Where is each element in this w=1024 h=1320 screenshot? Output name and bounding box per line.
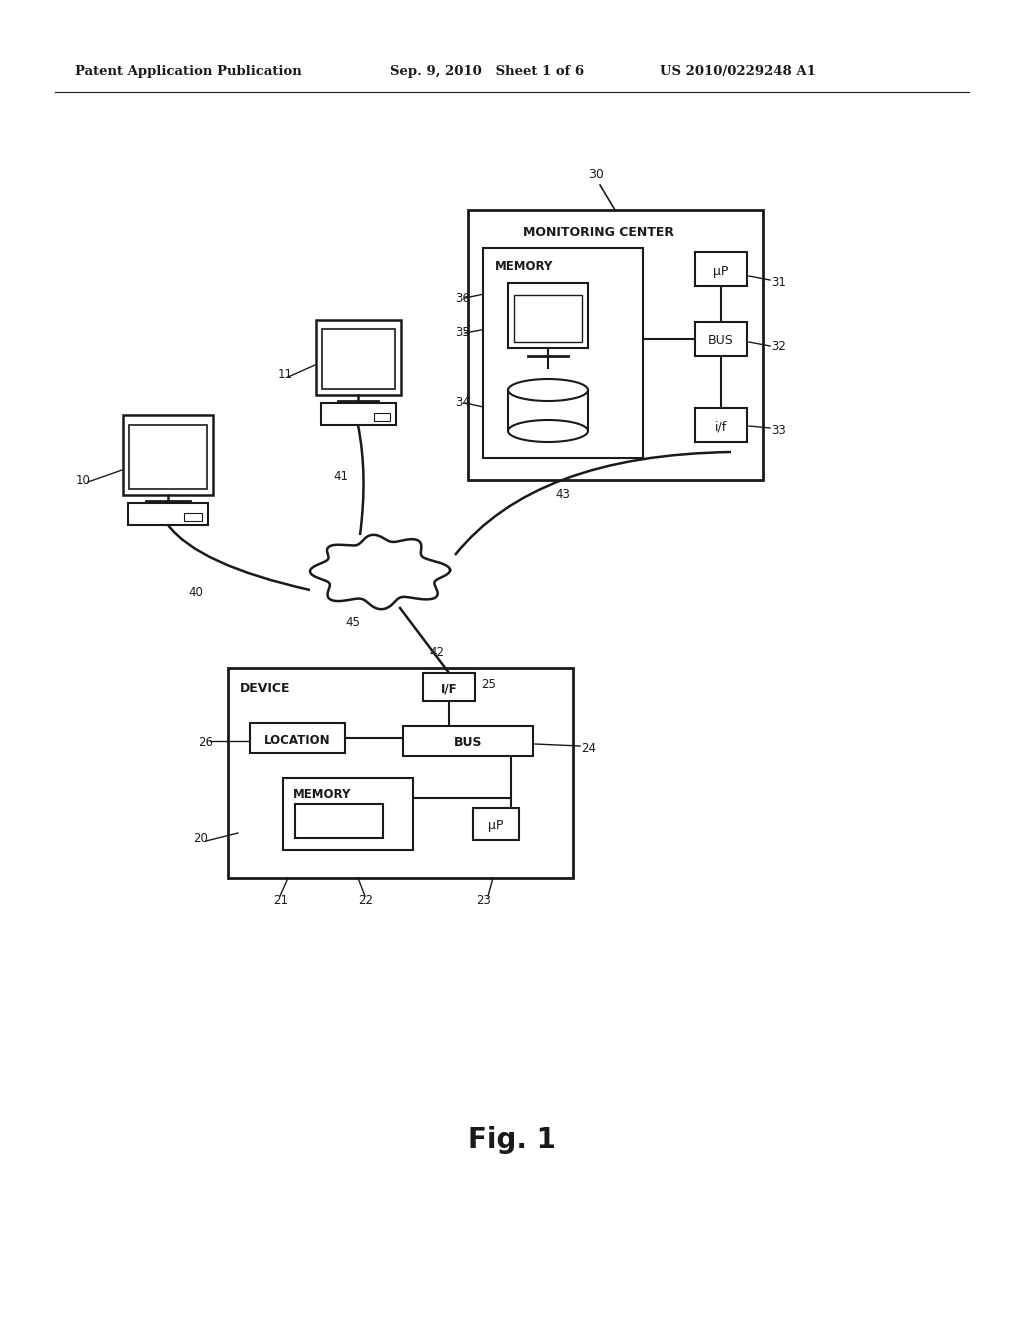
Text: 21: 21: [273, 894, 288, 907]
Text: 34: 34: [455, 396, 470, 409]
Text: AGENT: AGENT: [315, 817, 362, 829]
Text: 10: 10: [76, 474, 91, 487]
Bar: [468, 210, 763, 480]
Ellipse shape: [508, 379, 588, 401]
Text: 30: 30: [588, 169, 604, 181]
Bar: [423, 673, 475, 701]
Bar: [250, 723, 345, 752]
Text: I/F: I/F: [440, 682, 458, 696]
Text: 36: 36: [455, 292, 470, 305]
Text: 41: 41: [333, 470, 348, 483]
Bar: [483, 248, 643, 458]
Bar: [129, 425, 207, 488]
Bar: [283, 777, 413, 850]
Text: Fig. 1: Fig. 1: [468, 1126, 556, 1154]
Bar: [695, 322, 746, 356]
Bar: [514, 294, 582, 342]
Bar: [374, 413, 390, 421]
Text: 22: 22: [358, 894, 373, 907]
Text: 31: 31: [771, 276, 785, 289]
Bar: [123, 414, 213, 495]
Text: BUS: BUS: [709, 334, 734, 347]
Text: μP: μP: [488, 820, 504, 833]
Text: DEVICE: DEVICE: [240, 681, 291, 694]
Text: 43: 43: [555, 488, 570, 502]
Text: 40: 40: [188, 586, 203, 599]
Text: MEMORY: MEMORY: [293, 788, 351, 800]
Bar: [321, 403, 396, 425]
Text: 26: 26: [198, 737, 213, 750]
Text: 32: 32: [771, 341, 785, 354]
Bar: [322, 329, 395, 389]
Text: 42: 42: [429, 647, 444, 660]
Bar: [508, 282, 588, 348]
Bar: [184, 513, 202, 521]
Text: 25: 25: [481, 678, 496, 692]
Bar: [695, 252, 746, 286]
Text: 45: 45: [345, 615, 359, 628]
Text: 11: 11: [278, 368, 293, 381]
Text: μP: μP: [714, 264, 729, 277]
Text: 20: 20: [193, 832, 208, 845]
Text: Patent Application Publication: Patent Application Publication: [75, 66, 302, 78]
Bar: [295, 804, 383, 838]
Bar: [128, 503, 208, 525]
Text: BUS: BUS: [454, 737, 482, 750]
Bar: [695, 408, 746, 442]
Bar: [473, 808, 519, 840]
Text: 33: 33: [771, 424, 785, 437]
Text: 24: 24: [581, 742, 596, 755]
Polygon shape: [310, 535, 451, 610]
Bar: [228, 668, 573, 878]
Text: LOCATION: LOCATION: [264, 734, 331, 747]
Text: MONITORING CENTER: MONITORING CENTER: [523, 226, 674, 239]
Ellipse shape: [508, 420, 588, 442]
Bar: [316, 319, 401, 395]
Text: US 2010/0229248 A1: US 2010/0229248 A1: [660, 66, 816, 78]
Text: i/f: i/f: [715, 421, 727, 433]
Text: 23: 23: [476, 894, 490, 907]
Text: MEMORY: MEMORY: [495, 260, 553, 272]
Text: 35: 35: [455, 326, 470, 339]
Text: Sep. 9, 2010   Sheet 1 of 6: Sep. 9, 2010 Sheet 1 of 6: [390, 66, 584, 78]
Bar: [403, 726, 534, 756]
